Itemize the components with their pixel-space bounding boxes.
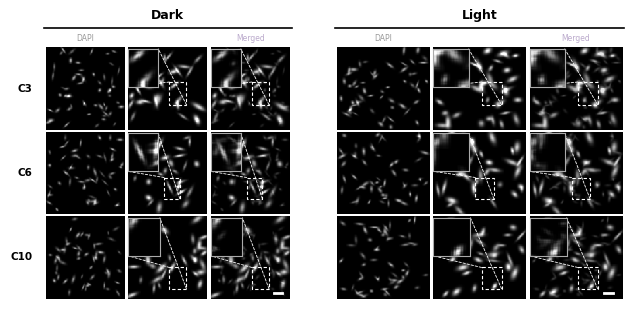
Bar bbox=[252, 82, 269, 105]
Bar bbox=[572, 177, 590, 199]
Bar bbox=[169, 268, 186, 289]
Bar bbox=[246, 177, 263, 199]
Text: C6: C6 bbox=[18, 168, 33, 178]
Text: DAPI: DAPI bbox=[76, 34, 94, 43]
Bar bbox=[252, 268, 269, 289]
Text: Light: Light bbox=[461, 9, 498, 22]
Bar bbox=[482, 268, 502, 289]
Text: DAPI: DAPI bbox=[374, 34, 393, 43]
Text: C10: C10 bbox=[11, 252, 33, 263]
Bar bbox=[577, 82, 598, 105]
Bar bbox=[482, 82, 502, 105]
Bar bbox=[169, 82, 186, 105]
Text: Merged: Merged bbox=[561, 34, 590, 43]
Text: Merged: Merged bbox=[236, 34, 265, 43]
Bar bbox=[164, 177, 180, 199]
Text: Hemicyanines: Hemicyanines bbox=[450, 34, 510, 43]
Bar bbox=[577, 268, 598, 289]
Text: Hemicyanines: Hemicyanines bbox=[137, 34, 198, 43]
Bar bbox=[475, 177, 494, 199]
Text: Dark: Dark bbox=[151, 9, 184, 22]
Text: C3: C3 bbox=[18, 83, 33, 94]
